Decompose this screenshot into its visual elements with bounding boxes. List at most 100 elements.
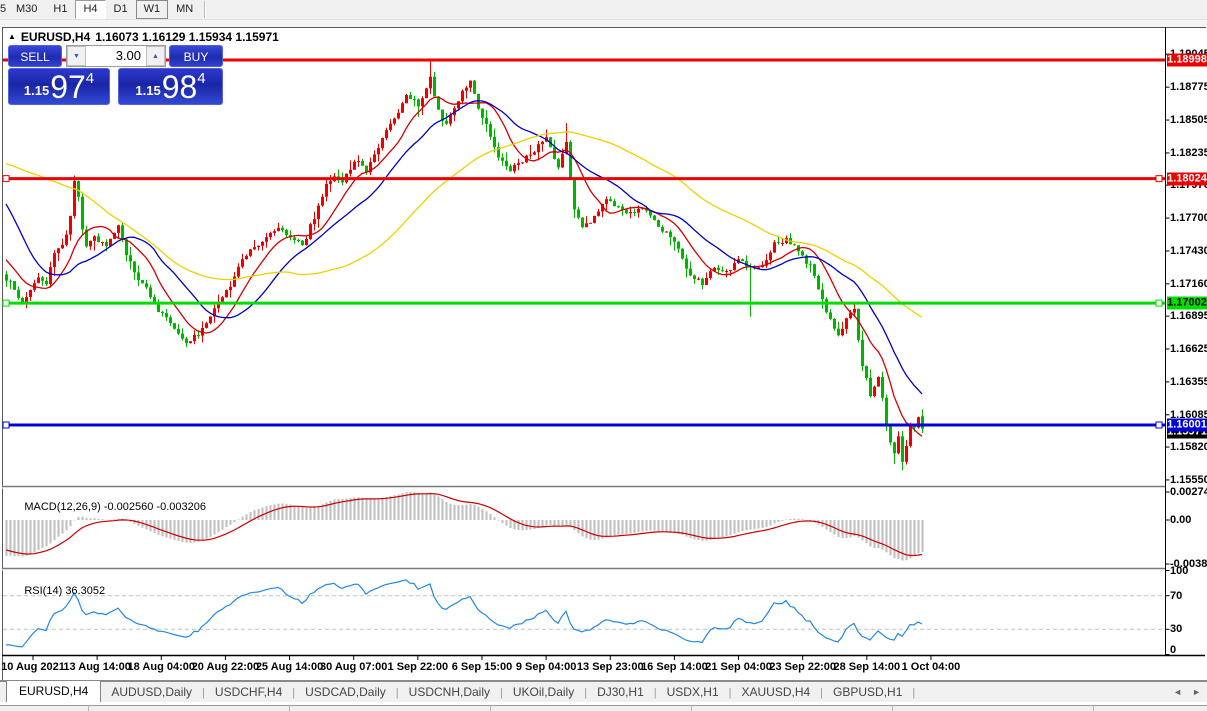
tab-scroll-right-icon[interactable]: ► xyxy=(1192,687,1201,697)
ma-line-slow xyxy=(5,131,923,318)
price-tick-label: 1.16895 xyxy=(1170,310,1207,323)
macd-axis-label: 0.002744 xyxy=(1170,486,1207,498)
timeframe-button-h1[interactable]: H1 xyxy=(53,3,68,15)
buy-price-pip: 4 xyxy=(197,70,206,87)
volume-decrease-button[interactable]: ▼ xyxy=(67,46,86,66)
price-line-badge: 1.18998 xyxy=(1167,53,1207,67)
panel-column-divider xyxy=(691,705,692,711)
tab-xauusd[interactable]: XAUUSD,H4 xyxy=(741,685,811,699)
bottom-panel-edge xyxy=(0,702,1207,711)
tab-divider: | xyxy=(820,687,824,699)
timeframe-button-m30[interactable]: M30 xyxy=(16,3,38,15)
time-axis-label: 13 Sep 23:00 xyxy=(576,661,644,673)
symbol-period-label: EURUSD,H4 xyxy=(20,30,91,44)
tab-usdx[interactable]: USDX,H1 xyxy=(666,685,719,699)
tab-divider: | xyxy=(584,687,588,699)
chart-title: ▲ EURUSD,H4 1.16073 1.16129 1.15934 1.15… xyxy=(8,30,279,44)
tab-dj30[interactable]: DJ30,H1 xyxy=(597,685,644,699)
tab-divider: | xyxy=(653,687,657,699)
tab-divider: | xyxy=(292,687,296,699)
sell-price-display[interactable]: 1.15 97 4 xyxy=(8,68,110,105)
time-axis-label: 30 Aug 07:00 xyxy=(319,661,388,673)
horizontal-price-lines[interactable] xyxy=(2,58,1165,429)
ma-line-mid xyxy=(5,100,923,395)
tab-scroll-left-icon[interactable]: ◄ xyxy=(1173,687,1183,697)
collapse-indicators-icon[interactable]: ▲ xyxy=(8,31,16,41)
price-tick-label: 1.18235 xyxy=(1170,146,1207,159)
pane-frames xyxy=(0,27,1207,681)
tab-usdcnh[interactable]: USDCNH,Daily xyxy=(408,685,490,699)
ohlc-values: 1.16073 1.16129 1.15934 1.15971 xyxy=(95,30,279,44)
tab-usdchf[interactable]: USDCHF,H4 xyxy=(214,685,283,699)
price-tick-label: 1.18775 xyxy=(1170,81,1207,94)
window-border xyxy=(2,27,1206,28)
buy-button[interactable]: BUY xyxy=(169,45,223,67)
panel-column-divider xyxy=(88,705,89,711)
one-click-trade-panel: SELL ▼ 3.00 ▲ BUY 1.15 97 4 1.15 98 4 xyxy=(8,45,223,105)
price-line-badge: 1.17002 xyxy=(1167,296,1207,310)
timeframe-button-mn[interactable]: MN xyxy=(176,3,194,15)
sell-price-big: 97 xyxy=(50,69,86,105)
rsi-axis-label: 0 xyxy=(1170,643,1177,656)
buy-price-display[interactable]: 1.15 98 4 xyxy=(118,68,223,105)
volume-input[interactable]: 3.00 xyxy=(115,48,141,63)
chart-window[interactable]: ▲ EURUSD,H4 1.16073 1.16129 1.15934 1.15… xyxy=(0,27,1207,681)
tab-divider: | xyxy=(395,687,399,699)
tab-scroll-buttons: ◄ ► xyxy=(1173,687,1201,697)
panel-column-divider xyxy=(490,705,491,711)
moving-average-lines xyxy=(5,96,923,437)
timeframe-button-h4[interactable]: H4 xyxy=(75,0,106,19)
timeframe-button-m5-clipped[interactable]: 5 xyxy=(0,3,7,15)
time-axis-label: 6 Sep 15:00 xyxy=(451,661,513,673)
macd-pane xyxy=(5,492,924,561)
window-border xyxy=(2,27,3,681)
panel-column-divider xyxy=(289,705,290,711)
tab-ukoil[interactable]: UKOil,Daily xyxy=(512,685,575,699)
price-tick-label: 1.16625 xyxy=(1170,343,1207,355)
volume-increase-button[interactable]: ▲ xyxy=(146,46,165,66)
time-axis-label: 25 Aug 14:00 xyxy=(255,661,324,673)
sell-price-prefix: 1.15 xyxy=(23,83,50,98)
time-axis-label: 23 Sep 22:00 xyxy=(769,661,836,673)
timeframe-button-d1[interactable]: D1 xyxy=(113,3,128,15)
time-axis-label: 28 Sep 14:00 xyxy=(833,661,901,673)
sell-button[interactable]: SELL xyxy=(8,45,62,67)
time-axis-label: 20 Aug 22:00 xyxy=(191,661,260,673)
price-line-badge: 1.16001 xyxy=(1167,418,1207,432)
time-axis-label: 13 Aug 14:00 xyxy=(63,661,131,673)
price-tick-label: 1.17160 xyxy=(1170,277,1207,290)
rsi-axis-label: 100 xyxy=(1170,564,1189,577)
tab-audusd[interactable]: AUDUSD,Daily xyxy=(111,685,193,699)
price-line-badge: 1.18024 xyxy=(1167,172,1207,186)
time-axis-label: 16 Sep 14:00 xyxy=(641,661,708,673)
buy-price-prefix: 1.15 xyxy=(135,83,161,98)
toolbar-separator xyxy=(204,1,207,18)
price-tick-label: 1.18505 xyxy=(1170,114,1207,127)
volume-stepper: ▼ 3.00 ▲ xyxy=(66,45,166,67)
macd-label: MACD(12,26,9) -0.002560 -0.003206 xyxy=(24,501,206,513)
price-tick-label: 1.15820 xyxy=(1170,441,1207,454)
tab-divider: | xyxy=(728,687,732,699)
time-axis-label: 1 Oct 04:00 xyxy=(901,661,961,673)
sell-price-pip: 4 xyxy=(85,70,95,87)
tab-gbpusd[interactable]: GBPUSD,H1 xyxy=(833,685,903,699)
rsi-label: RSI(14) 36.3052 xyxy=(24,585,106,597)
macd-axis-label: 0.00 xyxy=(1170,514,1192,526)
tab-divider: | xyxy=(912,687,916,699)
rsi-axis-label: 30 xyxy=(1170,623,1183,636)
price-tick-label: 1.16085 xyxy=(1170,408,1207,421)
tab-divider: | xyxy=(202,687,205,699)
price-tick-label: 1.17700 xyxy=(1170,212,1207,225)
timeframe-toolbar: 5 M30 H1 H4 D1 W1 MN xyxy=(0,0,1207,20)
time-axis-label: 9 Sep 04:00 xyxy=(515,661,577,673)
macd-axis-label: -0.003829 xyxy=(1170,558,1207,570)
timeframe-button-w1[interactable]: W1 xyxy=(135,0,169,19)
chart-tab-bar: EURUSD,H4 AUDUSD,Daily | USDCHF,H4 | USDCAD,D… xyxy=(0,680,1207,702)
tab-usdcad[interactable]: USDCAD,Daily xyxy=(305,685,386,699)
chart-plot-area[interactable] xyxy=(0,27,1207,681)
tab-eurusd[interactable]: EURUSD,H4 xyxy=(6,680,102,702)
rsi-axis-label: 70 xyxy=(1170,589,1183,602)
time-axis-label: 10 Aug 2021 xyxy=(1,661,65,673)
time-axis-label: 1 Sep 22:00 xyxy=(387,661,449,673)
